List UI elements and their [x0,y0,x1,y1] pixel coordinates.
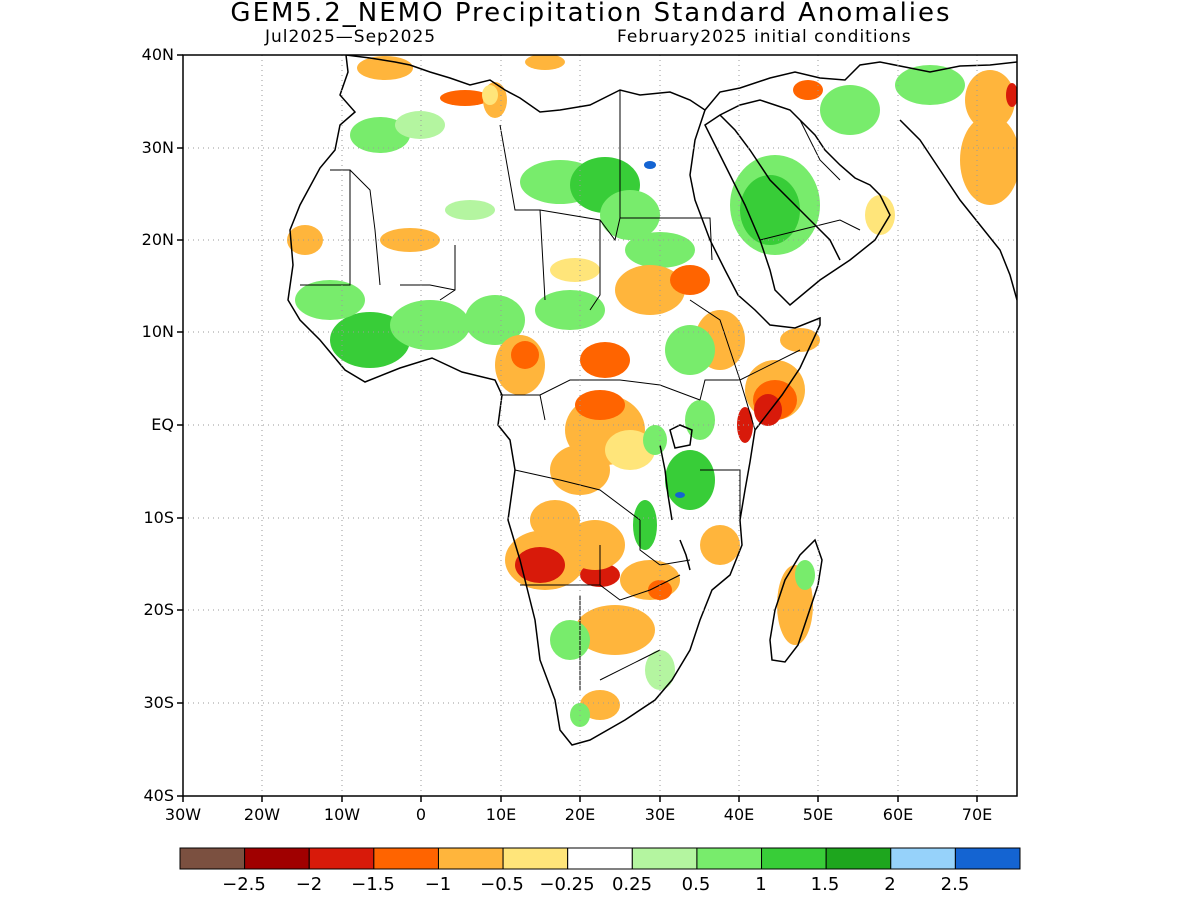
lon-label: 20E [564,805,596,824]
lon-label: 0 [415,805,427,824]
colorbar-label: −0.25 [539,874,595,895]
colorbar-label: −1 [424,874,452,895]
colorbar-label: 0.25 [611,874,653,895]
colorbar-swatch [954,847,1021,870]
lon-label: 10E [485,805,517,824]
map-title: GEM5.2_NEMO Precipitation Standard Anoma… [230,0,952,28]
lon-label: 10W [323,805,361,824]
lat-label: 40N [141,45,174,64]
colorbar-swatch [696,847,763,870]
country-borders [300,90,861,690]
lon-label: 30E [644,805,676,824]
colorbar-swatch [890,847,956,870]
colorbar-label: 1 [755,874,767,895]
colorbar [179,847,1021,870]
lon-label: 30W [164,805,202,824]
colorbar-label: −2 [295,874,323,895]
colorbar-label: −1.5 [351,874,395,895]
graticule [183,55,1017,796]
colorbar-swatch [437,847,504,870]
colorbar-label: 0.5 [681,874,711,895]
lat-label: EQ [151,415,174,434]
lat-label: 40S [143,786,174,805]
lon-label: 60E [882,805,914,824]
colorbar-label: 2.5 [940,874,970,895]
initial-conditions-subtitle: February2025 initial conditions [617,27,912,47]
colorbar-swatch [761,847,827,870]
colorbar-swatch [179,847,246,870]
lat-label: 30S [143,693,174,712]
lon-label: 70E [961,805,993,824]
colorbar-label: −0.5 [480,874,524,895]
colorbar-label: 1.5 [810,874,840,895]
lon-label: 50E [802,805,834,824]
lat-label: 30N [141,138,174,157]
colorbar-swatch [825,847,892,870]
colorbar-label: 2 [884,874,896,895]
colorbar-swatch [244,847,310,870]
anomaly-shading [287,55,1017,727]
colorbar-swatch [567,847,633,870]
map-content [183,55,1017,796]
colorbar-label: −2.5 [222,874,266,895]
colorbar-swatch [631,847,698,870]
lon-label: 40E [723,805,755,824]
colorbar-swatch [373,847,439,870]
lat-label: 20N [141,230,174,249]
axis-ticks [177,54,978,802]
season-subtitle: Jul2025—Sep2025 [265,27,437,47]
lat-label: 10N [141,322,174,341]
colorbar-swatch [308,847,375,870]
lat-label: 10S [143,508,174,527]
lat-label: 20S [143,600,174,619]
lon-label: 20W [243,805,281,824]
colorbar-swatch [502,847,569,870]
